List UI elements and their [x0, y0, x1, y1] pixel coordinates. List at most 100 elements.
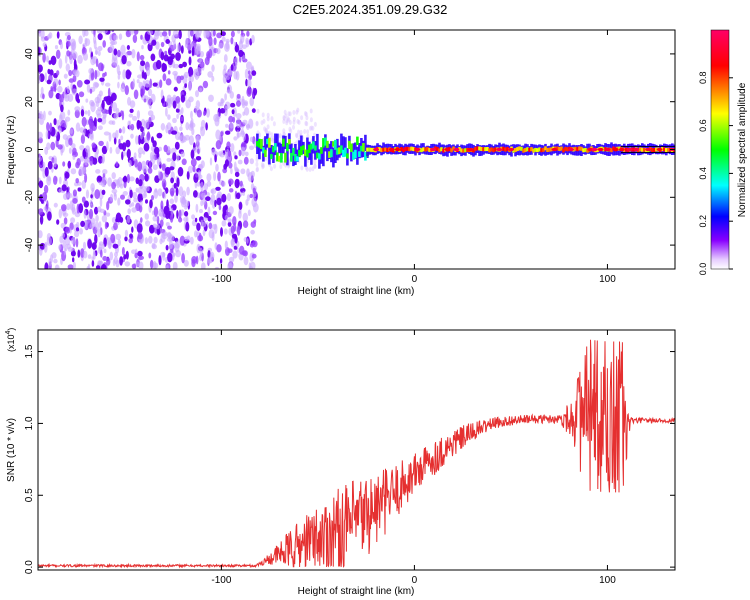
- spectrogram-noise-cell: [261, 164, 265, 170]
- spectrogram-noise-cell: [74, 106, 81, 112]
- spectrogram-noise-cell: [203, 30, 208, 39]
- spectrogram-peak-cell: [453, 147, 460, 152]
- spectrogram-signal-cell: [442, 148, 445, 153]
- spectrogram-noise-cell: [170, 147, 177, 154]
- spectrogram-noise-cell: [144, 79, 151, 88]
- spectrogram-noise-cell: [38, 230, 43, 239]
- spectrogram-noise-cell: [190, 30, 194, 37]
- spectrogram-noise-cell: [161, 178, 167, 189]
- spectrogram-signal-cell: [366, 147, 369, 152]
- spectrogram-signal-cell: [326, 142, 329, 162]
- spectrogram-signal-cell: [548, 147, 551, 152]
- spectrogram-noise-cell: [225, 130, 231, 135]
- spectrogram-noise-cell: [207, 53, 210, 62]
- spectrogram-noise-cell: [200, 126, 206, 137]
- spectrogram-signal-cell: [610, 148, 613, 153]
- spectrogram-noise-cell: [244, 151, 249, 157]
- spectrogram-noise-cell: [130, 123, 135, 131]
- spectrogram-signal-cell: [292, 150, 295, 167]
- spectrogram-noise-cell: [172, 261, 178, 269]
- spectrogram-noise-cell: [131, 249, 137, 254]
- spectrogram-noise-cell: [233, 136, 238, 141]
- spectrogram-noise-cell: [133, 30, 139, 35]
- spectrogram-noise-cell: [67, 34, 71, 41]
- spectrogram-noise-cell: [292, 116, 296, 122]
- spectrogram-noise-cell: [218, 204, 222, 211]
- spectrogram-noise-cell: [58, 176, 62, 185]
- spectrogram-noise-cell: [177, 102, 181, 110]
- spectrogram-noise-cell: [206, 180, 212, 187]
- spectrogram-noise-cell: [211, 64, 215, 72]
- spectrogram-noise-cell: [72, 197, 78, 204]
- spectrogram-noise-cell: [269, 166, 273, 172]
- spectrogram-noise-cell: [50, 55, 57, 66]
- spectrogram-noise-cell: [66, 187, 69, 193]
- spectrogram-noise-cell: [126, 60, 132, 67]
- spectrogram-noise-cell: [57, 85, 63, 93]
- spectrogram-noise-cell: [46, 200, 49, 210]
- spectrogram-peak-cell: [444, 147, 451, 152]
- spectrogram-noise-cell: [42, 93, 45, 100]
- spectrogram-signal-cell: [368, 147, 371, 152]
- spectrogram-noise-cell: [139, 200, 143, 207]
- spectrogram-noise-cell: [166, 122, 172, 130]
- spectrogram-noise-cell: [121, 81, 125, 88]
- spectrogram-noise-cell: [165, 39, 170, 44]
- spectrogram-signal-cell: [528, 147, 531, 152]
- spectrogram-noise-cell: [126, 215, 131, 224]
- spectrogram-noise-cell: [278, 133, 282, 139]
- spectrogram-noise-cell: [242, 191, 246, 196]
- spectrogram-noise-cell: [142, 165, 148, 173]
- spectrogram-noise-cell: [103, 248, 107, 254]
- spectrogram-noise-cell: [60, 41, 63, 50]
- spectrogram-noise-cell: [72, 261, 76, 269]
- spectrogram-noise-cell: [93, 117, 97, 127]
- spectrogram-signal-cell: [412, 147, 415, 152]
- spectrogram-noise-cell: [42, 52, 46, 63]
- spectrogram-noise-cell: [156, 132, 163, 139]
- spectrogram-noise-cell: [92, 157, 98, 165]
- spectrogram-noise-cell: [242, 212, 248, 222]
- spectrogram-noise-cell: [282, 128, 286, 134]
- spectrogram-noise-cell: [256, 166, 259, 172]
- spectrogram-noise-cell: [137, 250, 143, 257]
- spectrogram-noise-cell: [241, 95, 245, 103]
- spectrogram-noise-cell: [184, 236, 189, 242]
- spectrogram-noise-cell: [138, 81, 143, 89]
- spectrogram-noise-cell: [137, 231, 143, 240]
- spectrogram-noise-cell: [38, 208, 44, 215]
- spectrogram-signal-cell: [270, 145, 273, 156]
- spectrogram-x-tick-label: -100: [211, 274, 231, 285]
- spectrogram-signal-cell: [546, 148, 549, 152]
- spectrogram-noise-cell: [90, 72, 95, 81]
- spectrogram-noise-cell: [95, 214, 99, 222]
- spectrogram-noise-cell: [90, 203, 94, 208]
- spectrogram-signal-cell: [655, 147, 658, 152]
- spectrogram-noise-cell: [83, 52, 88, 61]
- spectrogram-noise-cell: [75, 227, 80, 232]
- spectrogram-noise-cell: [65, 226, 71, 234]
- spectrogram-noise-cell: [249, 145, 255, 151]
- spectrogram-signal-cell: [438, 148, 441, 153]
- spectrogram-noise-cell: [89, 222, 96, 229]
- spectrogram-noise-cell: [246, 87, 252, 97]
- spectrogram-noise-cell: [206, 108, 210, 118]
- spectrogram-noise-cell: [44, 262, 49, 269]
- spectrogram-signal-cell: [286, 150, 289, 166]
- spectrogram-signal-cell: [312, 141, 315, 149]
- spectrogram-noise-cell: [143, 98, 147, 103]
- spectrogram-noise-cell: [137, 161, 143, 172]
- spectrogram-signal-cell: [330, 149, 333, 158]
- spectrogram-noise-cell: [40, 199, 44, 204]
- spectrogram-noise-cell: [184, 83, 188, 88]
- spectrogram-noise-cell: [97, 45, 103, 52]
- spectrogram-noise-cell: [214, 266, 220, 269]
- spectrogram-noise-cell: [89, 47, 92, 54]
- spectrogram-noise-cell: [99, 77, 105, 82]
- spectrogram-noise-cell: [199, 247, 203, 258]
- spectrogram-noise-cell: [54, 83, 57, 93]
- spectrogram-noise-cell: [72, 155, 76, 160]
- spectrogram-noise-cell: [110, 233, 116, 244]
- spectrogram-noise-cell: [77, 249, 81, 258]
- spectrogram-noise-cell: [71, 207, 76, 215]
